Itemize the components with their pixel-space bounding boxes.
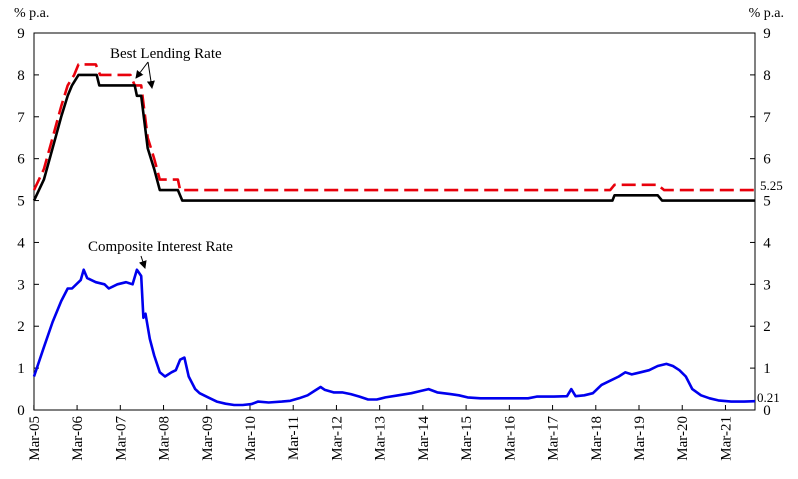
x-tick-label: Mar-10 [243,416,259,461]
annotation-arrow-blue [138,255,147,269]
y-tick-label-left: 3 [17,277,25,293]
x-tick-label: Mar-21 [718,416,734,461]
y-tick-label-right: 9 [763,26,771,42]
plot-frame [33,32,756,411]
x-tick-label: Mar-18 [589,416,605,461]
y-tick-label-right: 4 [763,235,771,251]
y-tick-label-right: 6 [763,152,771,168]
y-tick-label-left: 6 [17,152,25,168]
series-line-1 [32,63,755,192]
x-tick-label: Mar-15 [459,416,475,461]
y-tick-label-right: 8 [763,68,771,84]
left-axis-unit: % p.a. [14,6,50,21]
y-tick-label-right: 1 [763,361,771,377]
y-tick-label-left: 0 [17,403,25,419]
y-tick-label-left: 2 [17,319,25,335]
y-tick-label-left: 4 [17,235,25,251]
y-tick-label-left: 9 [17,26,25,42]
x-tick-label: Mar-05 [27,416,43,461]
x-tick-label: Mar-06 [70,416,86,461]
x-tick-label: Mar-20 [675,416,691,461]
y-tick-label-right: 0 [763,403,771,419]
x-tick-label: Mar-08 [157,416,173,461]
end-label-blr: 5.25 [760,178,783,193]
y-tick-label-left: 1 [17,361,25,377]
annotation-arrow-black [135,61,149,79]
x-tick-label: Mar-12 [329,416,345,461]
x-tick-label: Mar-14 [416,416,432,461]
annotation-arrow-red [146,61,155,89]
x-tick-label: Mar-19 [632,416,648,461]
y-tick-label-left: 8 [17,68,25,84]
series-line-2 [32,73,755,202]
y-tick-label-left: 7 [17,110,25,126]
annotation-best-lending-rate: Best Lending Rate [110,46,222,62]
x-tick-label: Mar-09 [200,416,216,461]
series-line-3 [32,268,756,407]
x-tick-label: Mar-13 [373,416,389,461]
y-tick-label-right: 5 [763,194,771,210]
annotation-composite-interest-rate: Composite Interest Rate [88,239,233,255]
x-tick-label: Mar-17 [546,416,562,461]
x-tick-label: Mar-16 [502,416,518,461]
y-tick-label-right: 3 [763,277,771,293]
right-axis-unit: % p.a. [748,6,784,21]
end-label-cir: 0.21 [757,390,780,405]
y-tick-label-right: 2 [763,319,771,335]
x-tick-label: Mar-11 [286,416,302,460]
y-tick-label-left: 5 [17,194,25,210]
y-tick-label-right: 7 [763,110,771,126]
x-tick-label: Mar-07 [113,416,129,461]
